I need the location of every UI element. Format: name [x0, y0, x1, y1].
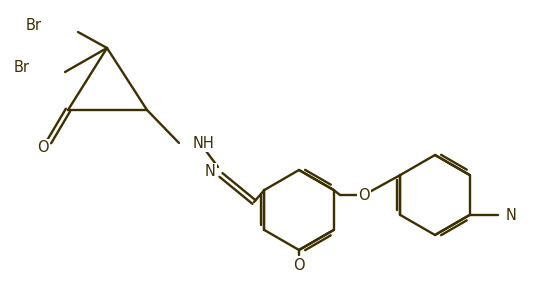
Text: N: N [506, 207, 517, 222]
Text: O: O [358, 188, 370, 203]
Text: Br: Br [26, 18, 42, 33]
Text: O: O [293, 257, 305, 272]
Text: N: N [205, 165, 216, 179]
Text: Br: Br [14, 60, 30, 75]
Text: NH: NH [193, 135, 215, 150]
Text: O: O [37, 141, 49, 156]
